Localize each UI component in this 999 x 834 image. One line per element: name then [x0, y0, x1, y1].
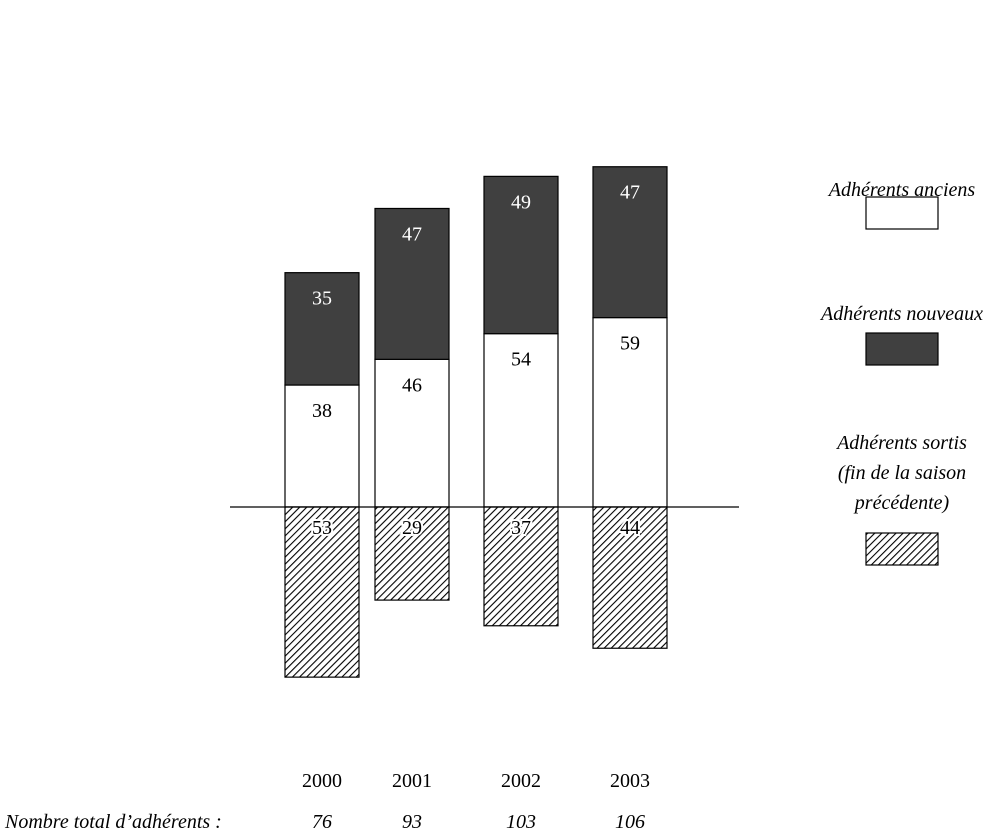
footer: 2000 76 2001 93 2002 103 2003 106 Nombre total d…	[4, 770, 650, 833]
label-anciens-2000: 38	[312, 400, 332, 422]
legend-swatch-nouveaux	[865, 332, 939, 366]
labels-layer: 35 38 53 47 46 29 49 54 37 47 59 44	[310, 182, 642, 541]
label-anciens-2002: 54	[511, 349, 531, 371]
total-2000: 76	[312, 811, 332, 833]
bar-sortis-2001	[374, 506, 450, 601]
category-label-2001: 2001	[392, 770, 432, 792]
legend-item-anciens: Adhérents anciens	[827, 179, 976, 230]
label-anciens-2001: 46	[402, 374, 422, 396]
label-nouveaux-2000: 35	[312, 288, 332, 310]
total-2002: 103	[506, 811, 536, 833]
category-label-2000: 2000	[302, 770, 342, 792]
legend-swatch-sortis	[865, 532, 939, 566]
bar-nouveaux-2000	[284, 272, 360, 386]
legend-label-sortis-line-2: (fin de la saison	[838, 462, 966, 484]
bar-sortis-2003	[592, 506, 668, 649]
total-2001: 93	[402, 811, 422, 833]
label-sortis-2000: 53	[312, 517, 332, 539]
bar-anciens-2001	[374, 358, 450, 508]
total-2003: 106	[615, 811, 645, 833]
legend-label-sortis-line-3: précédente)	[853, 492, 950, 514]
bar-nouveaux-2001	[374, 207, 450, 360]
bar-anciens-2003	[592, 317, 668, 508]
bars-layer	[284, 166, 668, 678]
label-anciens-2003: 59	[620, 333, 640, 355]
label-nouveaux-2001: 47	[402, 223, 422, 245]
label-sortis-2002: 37	[511, 517, 531, 539]
legend-item-sortis: Adhérents sortis (fin de la saison précéde…	[835, 432, 967, 566]
bar-nouveaux-2002	[483, 175, 559, 335]
bar-nouveaux-2003	[592, 166, 668, 319]
label-nouveaux-2003: 47	[620, 182, 640, 204]
legend-item-nouveaux: Adhérents nouveaux	[819, 303, 983, 366]
legend: Adhérents anciens Adhérents nouveaux Adhér…	[819, 179, 983, 566]
label-sortis-2003: 44	[620, 517, 640, 539]
legend-label-nouveaux: Adhérents nouveaux	[819, 303, 983, 325]
category-label-2002: 2002	[501, 770, 541, 792]
totals-label: Nombre total d’adhérents :	[4, 811, 222, 833]
label-sortis-2001: 29	[402, 517, 422, 539]
bar-anciens-2000	[284, 384, 360, 508]
legend-label-sortis-line-1: Adhérents sortis	[835, 432, 967, 454]
bar-sortis-2002	[483, 506, 559, 627]
legend-swatch-anciens	[865, 196, 939, 230]
category-label-2003: 2003	[610, 770, 650, 792]
label-nouveaux-2002: 49	[511, 191, 531, 213]
legend-label-anciens: Adhérents anciens	[827, 179, 976, 201]
